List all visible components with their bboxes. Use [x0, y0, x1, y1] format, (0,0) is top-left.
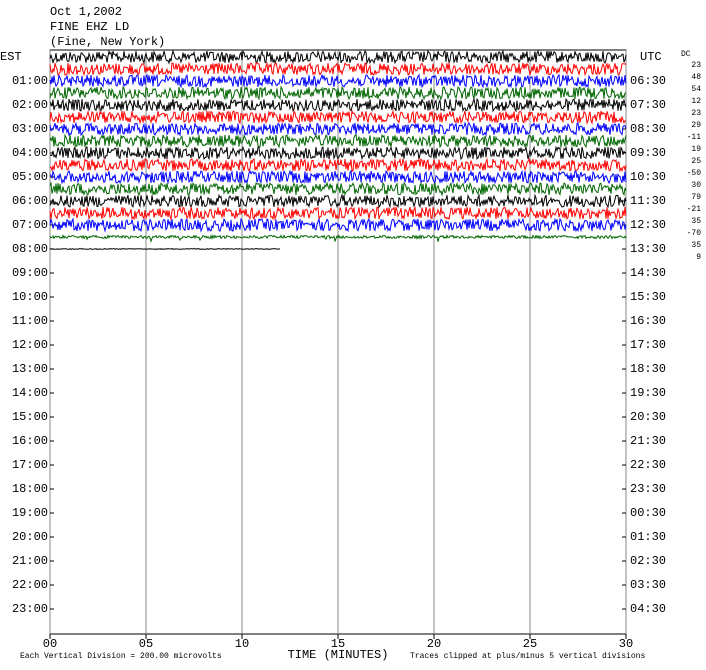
dc-value: 23 — [691, 61, 701, 70]
dc-value: 12 — [691, 97, 701, 106]
trace — [49, 97, 627, 113]
right-row-label: 08:30 — [630, 122, 666, 136]
x-tick-label: 05 — [139, 637, 153, 651]
dc-value: 79 — [691, 193, 701, 202]
trace — [49, 157, 627, 173]
left-row-label: 15:00 — [12, 410, 48, 424]
trace — [49, 61, 627, 77]
right-row-label: 16:30 — [630, 314, 666, 328]
left-row-label: 12:00 — [12, 338, 48, 352]
dc-value: -50 — [687, 169, 702, 178]
trace — [50, 145, 627, 161]
left-row-label: 10:00 — [12, 290, 48, 304]
right-row-label: 19:30 — [630, 386, 666, 400]
left-row-label: 16:00 — [12, 434, 48, 448]
title-line: (Fine, New York) — [50, 35, 165, 49]
right-row-label: 23:30 — [630, 482, 666, 496]
right-row-label: 15:30 — [630, 290, 666, 304]
left-row-label: 13:00 — [12, 362, 48, 376]
left-row-label: 20:00 — [12, 530, 48, 544]
dc-title: DC — [681, 50, 691, 59]
left-row-label: 19:00 — [12, 506, 48, 520]
left-row-label: 08:00 — [12, 242, 48, 256]
dc-value: 30 — [691, 181, 701, 190]
left-axis-title: EST — [0, 50, 22, 64]
title-line: Oct 1,2002 — [50, 5, 122, 19]
trace — [49, 49, 627, 65]
right-row-label: 07:30 — [630, 98, 666, 112]
note: Traces clipped at plus/minus 5 vertical … — [410, 652, 645, 661]
x-axis-label: TIME (MINUTES) — [288, 648, 389, 662]
right-row-label: 04:30 — [630, 602, 666, 616]
x-tick-label: 25 — [523, 637, 537, 651]
dc-value: -21 — [687, 205, 702, 214]
left-row-label: 04:00 — [12, 146, 48, 160]
dc-value: -11 — [687, 133, 702, 142]
dc-value: 19 — [691, 145, 701, 154]
note: Each Vertical Division = 200.00 microvol… — [20, 652, 222, 661]
right-row-label: 13:30 — [630, 242, 666, 256]
left-row-label: 17:00 — [12, 458, 48, 472]
left-row-label: 01:00 — [12, 74, 48, 88]
right-row-label: 17:30 — [630, 338, 666, 352]
right-row-label: 01:30 — [630, 530, 666, 544]
left-row-label: 07:00 — [12, 218, 48, 232]
left-row-label: 11:00 — [12, 314, 48, 328]
left-row-label: 06:00 — [12, 194, 48, 208]
trace — [49, 109, 627, 125]
left-row-label: 03:00 — [12, 122, 48, 136]
trace — [49, 205, 627, 221]
trace — [49, 133, 627, 149]
right-row-label: 03:30 — [630, 578, 666, 592]
right-row-label: 20:30 — [630, 410, 666, 424]
right-axis-title: UTC — [640, 50, 662, 64]
dc-value: 54 — [691, 85, 701, 94]
dc-value: 29 — [691, 121, 701, 130]
dc-value: 9 — [696, 253, 701, 262]
trace — [49, 217, 627, 233]
left-row-label: 09:00 — [12, 266, 48, 280]
dc-value: 48 — [691, 73, 701, 82]
left-row-label: 21:00 — [12, 554, 48, 568]
x-tick-label: 15 — [331, 637, 345, 651]
trace — [49, 248, 281, 251]
trace — [49, 234, 627, 243]
dc-value: 35 — [691, 217, 701, 226]
right-row-label: 18:30 — [630, 362, 666, 376]
trace — [49, 73, 627, 89]
right-row-label: 21:30 — [630, 434, 666, 448]
trace — [49, 169, 627, 185]
dc-value: 25 — [691, 157, 701, 166]
right-row-label: 12:30 — [630, 218, 666, 232]
dc-value: 35 — [691, 241, 701, 250]
dc-value: 23 — [691, 109, 701, 118]
x-tick-label: 30 — [619, 637, 633, 651]
right-row-label: 14:30 — [630, 266, 666, 280]
right-row-label: 00:30 — [630, 506, 666, 520]
right-row-label: 22:30 — [630, 458, 666, 472]
right-row-label: 06:30 — [630, 74, 666, 88]
left-row-label: 18:00 — [12, 482, 48, 496]
trace — [49, 85, 627, 101]
left-row-label: 14:00 — [12, 386, 48, 400]
title-line: FINE EHZ LD — [50, 20, 129, 34]
trace — [49, 121, 627, 137]
left-row-label: 05:00 — [12, 170, 48, 184]
right-row-label: 02:30 — [630, 554, 666, 568]
right-row-label: 10:30 — [630, 170, 666, 184]
right-row-label: 11:30 — [630, 194, 666, 208]
trace — [49, 181, 627, 197]
left-row-label: 23:00 — [12, 602, 48, 616]
right-row-label: 09:30 — [630, 146, 666, 160]
dc-value: -70 — [687, 229, 702, 238]
x-tick-label: 20 — [427, 637, 441, 651]
left-row-label: 22:00 — [12, 578, 48, 592]
x-tick-label: 10 — [235, 637, 249, 651]
x-tick-label: 00 — [43, 637, 57, 651]
left-row-label: 02:00 — [12, 98, 48, 112]
trace — [49, 193, 627, 209]
